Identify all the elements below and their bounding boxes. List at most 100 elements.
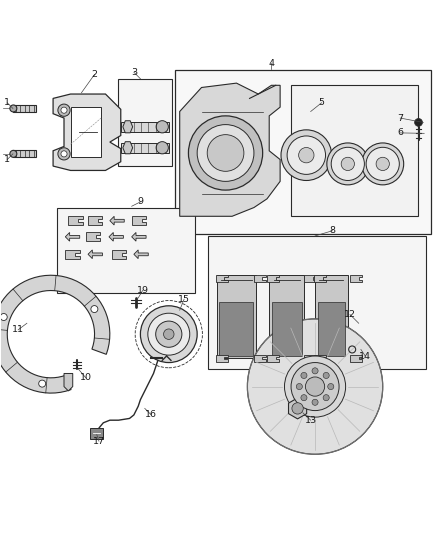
Text: 3: 3 <box>131 68 137 77</box>
Bar <box>13 150 36 157</box>
Bar <box>318 302 345 356</box>
Circle shape <box>155 321 182 348</box>
Circle shape <box>327 143 369 185</box>
Circle shape <box>328 384 334 390</box>
Bar <box>272 302 301 356</box>
Bar <box>219 302 254 356</box>
Circle shape <box>366 147 399 181</box>
Circle shape <box>91 305 98 312</box>
Circle shape <box>58 104 70 116</box>
Polygon shape <box>71 107 101 157</box>
Circle shape <box>0 313 7 320</box>
Circle shape <box>197 125 254 181</box>
Circle shape <box>141 306 197 362</box>
Polygon shape <box>88 216 102 225</box>
Circle shape <box>301 394 307 401</box>
Circle shape <box>312 399 318 405</box>
Circle shape <box>247 319 383 454</box>
Polygon shape <box>86 232 100 241</box>
Circle shape <box>362 143 404 185</box>
Bar <box>315 275 348 358</box>
Circle shape <box>163 329 174 340</box>
Polygon shape <box>109 232 124 241</box>
Circle shape <box>331 147 364 181</box>
Text: 1: 1 <box>4 155 10 164</box>
Polygon shape <box>90 428 103 439</box>
Polygon shape <box>215 355 228 362</box>
Circle shape <box>415 118 423 126</box>
Polygon shape <box>314 275 326 282</box>
Polygon shape <box>123 121 133 133</box>
Polygon shape <box>65 250 80 259</box>
Circle shape <box>39 380 46 387</box>
Polygon shape <box>88 250 102 259</box>
Circle shape <box>305 377 325 396</box>
Circle shape <box>312 368 318 374</box>
Polygon shape <box>132 232 146 241</box>
Circle shape <box>376 157 389 171</box>
Circle shape <box>188 116 263 190</box>
Bar <box>118 79 172 166</box>
Text: 16: 16 <box>145 410 157 419</box>
Text: 2: 2 <box>92 70 98 79</box>
Polygon shape <box>123 142 133 154</box>
Circle shape <box>323 394 329 401</box>
Text: 5: 5 <box>318 98 325 107</box>
Bar <box>57 207 195 293</box>
Text: 1: 1 <box>4 98 10 107</box>
Polygon shape <box>289 398 307 419</box>
Polygon shape <box>215 275 228 282</box>
Text: 4: 4 <box>268 59 274 68</box>
Text: 7: 7 <box>397 114 403 123</box>
Polygon shape <box>64 374 73 391</box>
Polygon shape <box>267 355 279 362</box>
Circle shape <box>207 135 244 171</box>
Circle shape <box>58 148 70 160</box>
Text: 8: 8 <box>329 226 336 235</box>
Polygon shape <box>132 216 146 225</box>
Bar <box>291 85 418 216</box>
Polygon shape <box>134 250 148 259</box>
Text: 13: 13 <box>304 416 317 425</box>
Polygon shape <box>110 216 124 225</box>
Bar <box>121 122 169 132</box>
Circle shape <box>301 373 307 378</box>
Polygon shape <box>112 250 127 259</box>
Text: 9: 9 <box>138 197 143 206</box>
Circle shape <box>292 403 303 414</box>
Polygon shape <box>180 83 280 216</box>
Polygon shape <box>0 275 110 393</box>
Bar <box>121 143 169 152</box>
Polygon shape <box>254 355 266 362</box>
Text: 19: 19 <box>137 286 148 295</box>
Polygon shape <box>304 355 316 362</box>
Polygon shape <box>350 355 362 362</box>
Text: 15: 15 <box>178 295 190 304</box>
Circle shape <box>299 148 314 163</box>
Circle shape <box>156 142 168 154</box>
Circle shape <box>61 151 67 157</box>
Circle shape <box>323 373 329 378</box>
Text: 6: 6 <box>397 128 403 138</box>
Polygon shape <box>68 216 83 225</box>
Circle shape <box>61 107 67 113</box>
Polygon shape <box>65 232 80 241</box>
Circle shape <box>296 384 302 390</box>
Circle shape <box>285 356 346 417</box>
Polygon shape <box>350 275 362 282</box>
Polygon shape <box>314 355 326 362</box>
Polygon shape <box>53 94 121 171</box>
Bar <box>13 105 36 112</box>
Polygon shape <box>254 275 266 282</box>
Circle shape <box>148 313 190 355</box>
Bar <box>217 275 256 358</box>
Bar <box>269 275 304 358</box>
Bar <box>175 70 431 234</box>
Bar <box>208 236 426 369</box>
Polygon shape <box>304 275 316 282</box>
Circle shape <box>281 130 332 181</box>
Circle shape <box>10 105 17 112</box>
Text: 12: 12 <box>344 310 356 319</box>
Text: 11: 11 <box>12 325 24 334</box>
Text: 17: 17 <box>93 437 105 446</box>
